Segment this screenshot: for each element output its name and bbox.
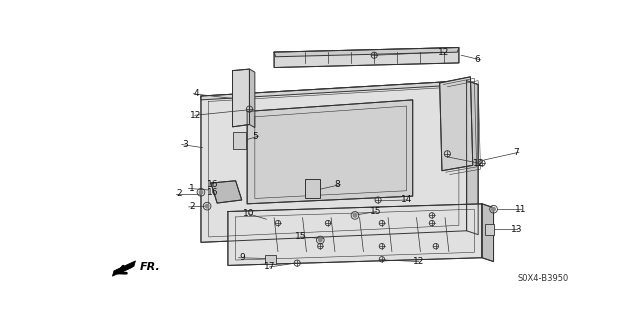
- Text: 16: 16: [207, 180, 219, 189]
- Polygon shape: [232, 69, 250, 127]
- Circle shape: [492, 207, 495, 211]
- Text: 10: 10: [243, 209, 255, 218]
- Polygon shape: [482, 204, 493, 262]
- Text: 13: 13: [511, 225, 523, 234]
- Text: 7: 7: [513, 148, 518, 157]
- Text: 12: 12: [189, 111, 201, 120]
- Bar: [232, 132, 246, 149]
- Text: 14: 14: [401, 196, 413, 204]
- Text: 5: 5: [253, 131, 259, 141]
- Text: 12: 12: [473, 159, 484, 167]
- Text: 8: 8: [334, 180, 340, 189]
- Circle shape: [353, 214, 356, 217]
- Polygon shape: [247, 100, 413, 204]
- Bar: [305, 179, 320, 198]
- Bar: [485, 224, 494, 235]
- Polygon shape: [440, 77, 473, 171]
- Circle shape: [199, 190, 203, 194]
- Text: 2: 2: [189, 203, 195, 211]
- Text: 15: 15: [371, 207, 382, 216]
- Text: 1: 1: [189, 184, 195, 193]
- Polygon shape: [274, 48, 459, 57]
- Bar: [265, 255, 276, 264]
- Circle shape: [205, 204, 209, 208]
- Polygon shape: [211, 181, 242, 203]
- Text: S0X4-B3950: S0X4-B3950: [518, 274, 569, 283]
- Text: 12: 12: [438, 48, 450, 57]
- Text: 4: 4: [194, 89, 200, 98]
- Text: 6: 6: [474, 55, 480, 64]
- Text: FR.: FR.: [140, 262, 160, 272]
- Text: 17: 17: [264, 263, 276, 271]
- Polygon shape: [467, 81, 478, 235]
- Text: 16: 16: [207, 188, 219, 197]
- Polygon shape: [228, 204, 482, 265]
- Text: 15: 15: [295, 233, 307, 241]
- Text: 9: 9: [239, 253, 245, 262]
- Text: 11: 11: [515, 205, 527, 214]
- Text: 2: 2: [176, 189, 182, 198]
- Polygon shape: [201, 81, 467, 242]
- Polygon shape: [274, 48, 459, 68]
- Text: 3: 3: [182, 140, 188, 149]
- Polygon shape: [250, 69, 255, 128]
- Polygon shape: [201, 81, 467, 100]
- Circle shape: [319, 238, 322, 242]
- Polygon shape: [113, 261, 136, 276]
- Text: 12: 12: [413, 257, 424, 266]
